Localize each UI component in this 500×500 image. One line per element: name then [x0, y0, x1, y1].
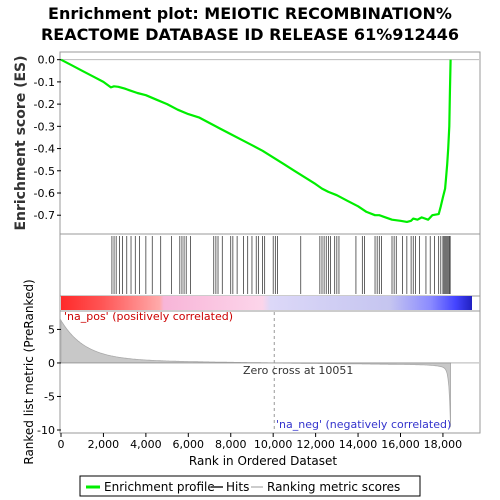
- legend: Enrichment profile Hits Ranking metric s…: [79, 475, 421, 497]
- chart-title-line1: Enrichment plot: MEIOTIC RECOMBINATION%: [48, 4, 452, 23]
- es-tick-label: -0.3: [34, 120, 55, 133]
- axes-layer: 0.0-0.1-0.2-0.3-0.4-0.5-0.6-0.750-5-100 2…: [34, 54, 463, 451]
- na-neg-label: 'na_neg' (negatively correlated): [276, 418, 451, 431]
- es-tick-label: 0.0: [38, 54, 56, 67]
- metric-tick-label: -10: [37, 424, 55, 437]
- x-tick-label: 18,000: [424, 438, 463, 451]
- rank-gradient: [61, 296, 472, 310]
- legend-label-enrichment: Enrichment profile: [104, 480, 215, 494]
- metric-tick-label: 0: [48, 357, 55, 370]
- es-tick-label: -0.6: [34, 187, 55, 200]
- legend-label-metric: Ranking metric scores: [267, 480, 400, 494]
- enrichment-profile-line: [60, 58, 452, 223]
- es-tick-label: -0.1: [34, 76, 55, 89]
- es-panel: [59, 51, 481, 235]
- metric-layer: [60, 312, 479, 432]
- x-tick-label: 14,000: [339, 438, 378, 451]
- x-axis-label: Rank in Ordered Dataset: [189, 454, 337, 468]
- metric-tick-label: 5: [48, 323, 55, 336]
- es-tick-label: -0.7: [34, 209, 55, 222]
- zero-cross-label: Zero cross at 10051: [243, 364, 353, 377]
- metric-axis-label: Ranked list metric (PreRanked): [22, 279, 36, 464]
- es-axis-label: Enrichment score (ES): [13, 55, 29, 230]
- es-tick-label: -0.2: [34, 98, 55, 111]
- x-tick-label: 12,000: [296, 438, 335, 451]
- es-tick-label: -0.4: [34, 143, 55, 156]
- na-pos-label: 'na_pos' (positively correlated): [64, 310, 233, 323]
- hits-panel: [59, 233, 481, 297]
- x-tick-label: 8,000: [215, 438, 247, 451]
- x-tick-label: 6,000: [173, 438, 205, 451]
- x-tick-label: 2,000: [88, 438, 120, 451]
- hits-layer: [111, 236, 451, 294]
- es-tick-label: -0.5: [34, 165, 55, 178]
- x-tick-label: 0: [58, 438, 65, 451]
- metric-tick-label: -5: [44, 390, 55, 403]
- es-layer: [60, 58, 479, 223]
- x-tick-label: 4,000: [130, 438, 162, 451]
- legend-label-hits: Hits: [226, 480, 249, 494]
- x-tick-label: 10,000: [254, 438, 293, 451]
- x-tick-label: 16,000: [381, 438, 420, 451]
- metric-panel: [59, 310, 481, 434]
- chart-title-line2: REACTOME DATABASE ID RELEASE 61%912446: [41, 25, 459, 44]
- legend-box: [79, 475, 421, 497]
